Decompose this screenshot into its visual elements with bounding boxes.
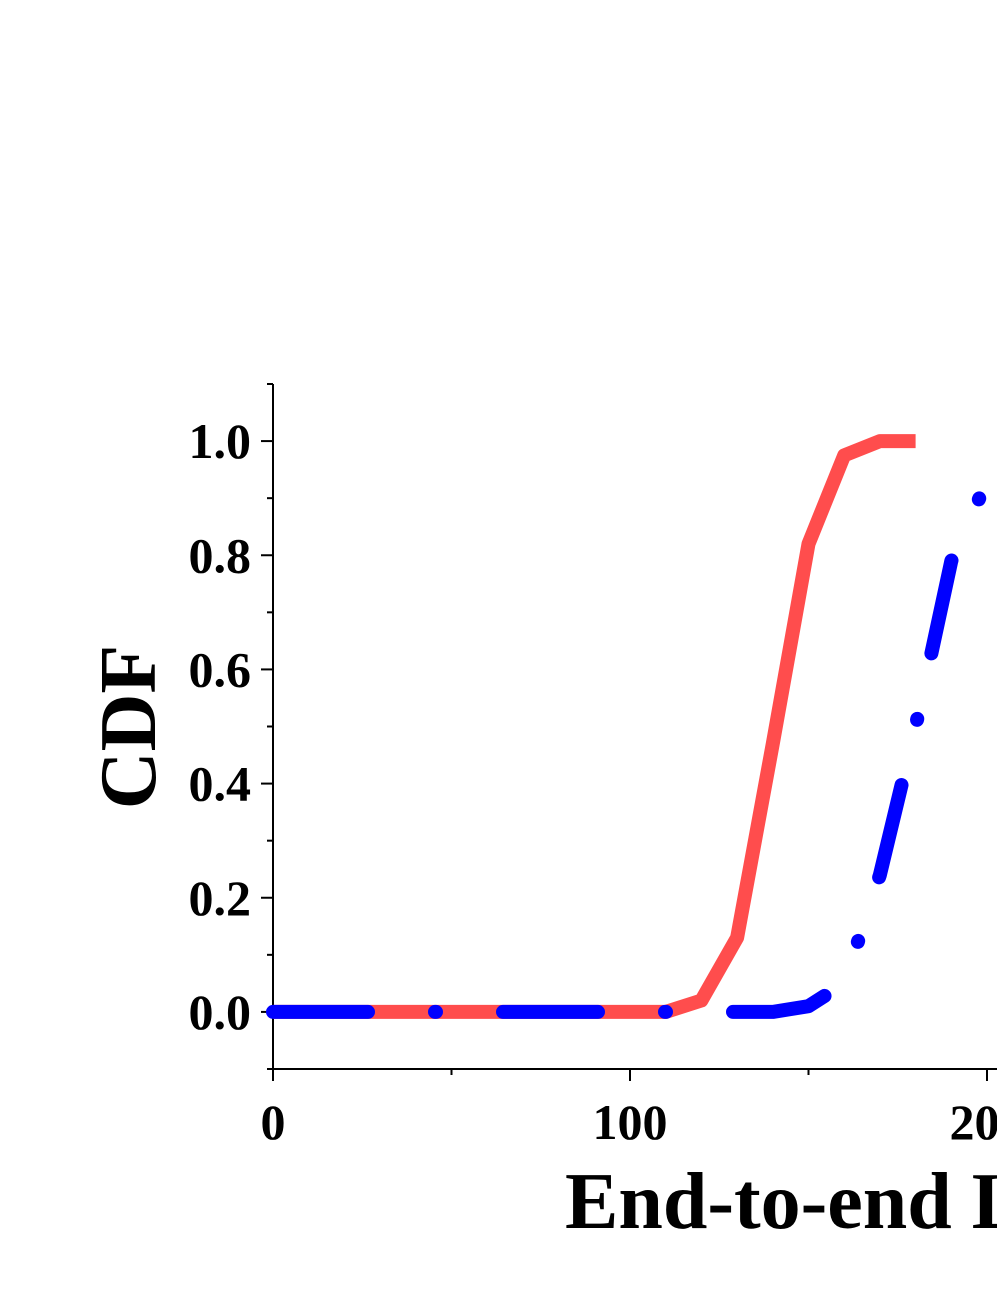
y-tick-label: 0.4 [189,756,252,812]
y-tick-label: 0.0 [189,984,252,1040]
y-tick-label: 0.8 [189,527,252,583]
series-line [266,474,995,1019]
y-tick-label: 0.2 [189,870,252,926]
x-tick-label: 100 [593,1094,668,1150]
y-tick-label: 0.6 [189,641,252,697]
x-tick-label: 0 [261,1094,286,1150]
y-tick-label: 1.0 [189,413,252,469]
series-line [273,434,916,1019]
x-axis-title: End-to-end L [565,1158,997,1246]
y-axis-title: CDF [85,645,173,809]
x-tick-label: 200 [950,1094,997,1150]
